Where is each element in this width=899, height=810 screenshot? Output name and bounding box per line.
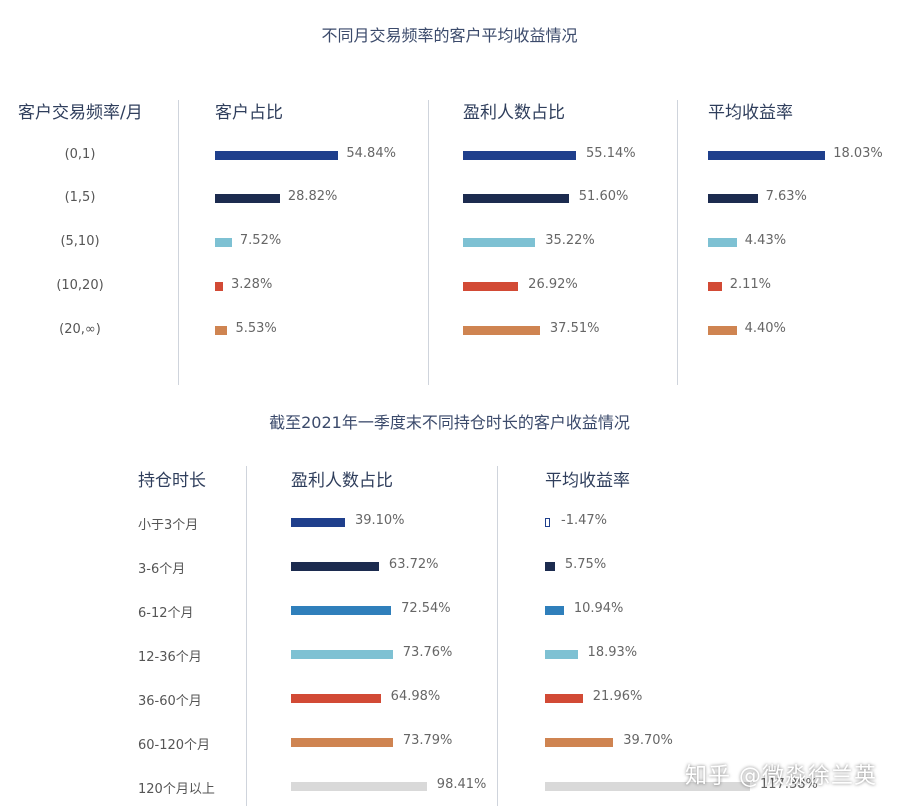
bar	[291, 606, 392, 615]
data-label: 54.84%	[346, 146, 396, 161]
data-label: 7.52%	[239, 233, 282, 248]
category-header: 持仓时长	[138, 471, 206, 491]
data-label: 72.54%	[401, 601, 451, 616]
category-label: (1,5)	[64, 190, 96, 205]
category-label: (0,1)	[64, 147, 96, 162]
data-label: 21.96%	[592, 689, 643, 704]
data-label: 39.70%	[623, 733, 673, 748]
bar	[291, 738, 393, 747]
data-label: 7.63%	[765, 189, 807, 204]
data-label: 2.11%	[729, 277, 772, 292]
series-header: 盈利人数占比	[463, 103, 565, 123]
series-header: 平均收益率	[545, 471, 630, 491]
category-label: 3-6个月	[138, 562, 186, 577]
category-label: 120个月以上	[138, 782, 215, 797]
data-label: 10.94%	[573, 601, 624, 616]
data-label: 73.76%	[402, 645, 453, 660]
bar	[463, 194, 569, 203]
series-header: 平均收益率	[708, 103, 793, 123]
data-label: 51.60%	[578, 189, 629, 204]
bar	[708, 151, 826, 160]
category-label: 小于3个月	[138, 518, 199, 533]
data-label: 3.28%	[231, 277, 273, 292]
category-label: (5,10)	[60, 234, 100, 249]
data-label: 26.92%	[528, 277, 578, 292]
data-label: 117.38%	[760, 777, 818, 792]
column-divider	[178, 100, 179, 385]
data-label: 64.98%	[390, 689, 441, 704]
bar	[463, 238, 536, 247]
data-label: 5.75%	[564, 557, 607, 572]
data-label: 73.79%	[402, 733, 453, 748]
category-label: 6-12个月	[138, 606, 194, 621]
bar	[463, 151, 577, 160]
bar	[545, 782, 750, 791]
bar	[291, 694, 381, 703]
data-label: -1.47%	[561, 513, 607, 528]
column-divider	[677, 100, 678, 385]
data-label: 18.03%	[833, 146, 883, 161]
column-divider	[497, 466, 498, 806]
bar	[545, 738, 614, 747]
bar	[291, 650, 393, 659]
bar	[545, 650, 578, 659]
data-label: 5.53%	[235, 321, 277, 336]
bar	[215, 326, 228, 335]
bar	[708, 238, 737, 247]
data-label: 63.72%	[388, 557, 439, 572]
column-divider	[428, 100, 429, 385]
bar	[463, 282, 519, 291]
data-label: 28.82%	[287, 189, 338, 204]
bar	[215, 238, 232, 247]
bar	[545, 694, 583, 703]
data-label: 4.40%	[744, 321, 786, 336]
data-label: 18.93%	[587, 645, 638, 660]
bar	[545, 606, 564, 615]
chart-title: 不同月交易频率的客户平均收益情况	[321, 26, 578, 45]
bar	[708, 194, 758, 203]
category-label: 60-120个月	[138, 738, 211, 753]
series-header: 客户占比	[215, 103, 283, 123]
bar	[215, 282, 223, 291]
data-label: 4.43%	[744, 233, 787, 248]
column-divider	[246, 466, 247, 806]
bar	[291, 782, 427, 791]
bar	[291, 518, 345, 527]
watermark: 知乎 @微淼徐兰英	[685, 764, 877, 789]
data-label: 35.22%	[545, 233, 595, 248]
bar	[291, 562, 379, 571]
bar	[463, 326, 540, 335]
data-label: 55.14%	[586, 146, 636, 161]
category-label: (20,∞)	[59, 322, 101, 337]
data-label: 37.51%	[549, 321, 600, 336]
category-label: (10,20)	[56, 278, 104, 293]
category-header: 客户交易频率/月	[18, 103, 143, 123]
data-label: 39.10%	[354, 513, 405, 528]
category-label: 12-36个月	[138, 650, 202, 665]
bar	[215, 151, 339, 160]
data-label: 98.41%	[436, 777, 487, 792]
bar	[708, 326, 737, 335]
bar	[215, 194, 280, 203]
series-header: 盈利人数占比	[291, 471, 393, 491]
bar	[708, 282, 722, 291]
category-label: 36-60个月	[138, 694, 202, 709]
bar	[545, 562, 555, 571]
bar	[545, 518, 550, 527]
chart-title: 截至2021年一季度末不同持仓时长的客户收益情况	[269, 413, 630, 432]
